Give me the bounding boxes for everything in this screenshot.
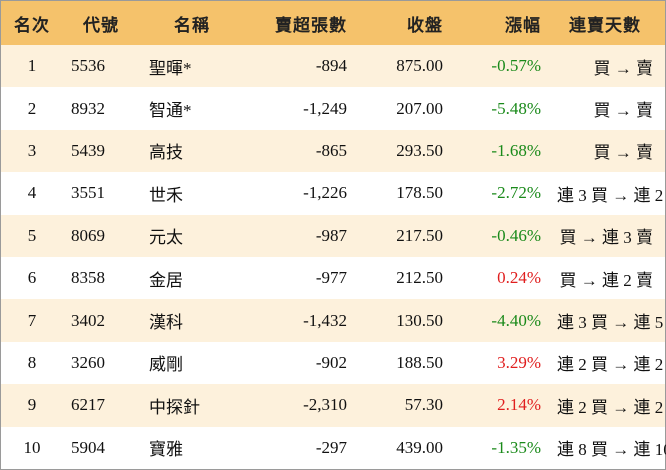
cell-rank: 3 bbox=[27, 140, 37, 160]
header-change[interactable]: 漲幅 bbox=[505, 15, 541, 35]
cell-code: 3260 bbox=[71, 352, 105, 372]
cell-rank: 2 bbox=[27, 98, 37, 118]
cell-close: 293.50 bbox=[396, 140, 443, 160]
cell-code: 6217 bbox=[71, 395, 105, 415]
cell-name: 世禾 bbox=[149, 185, 183, 205]
table-row[interactable]: 2 8932 智通* -1,249 207.00 -5.48% 買 → 賣 bbox=[1, 87, 665, 130]
cell-days: 買 → 賣 bbox=[593, 143, 654, 163]
table-row[interactable]: 8 3260 威剛 -902 188.50 3.29% 連 2 買 → 連 2 賣 bbox=[1, 341, 666, 385]
cell-code: 8069 bbox=[71, 225, 105, 245]
header-row: 名次 代號 名稱 賣超張數 收盤 漲幅 連賣天數 bbox=[1, 1, 665, 45]
header-close[interactable]: 收盤 bbox=[407, 15, 443, 35]
cell-close: 130.50 bbox=[396, 310, 443, 330]
cell-rank: 8 bbox=[27, 352, 37, 372]
cell-change: -1.35% bbox=[491, 437, 541, 457]
cell-code: 3402 bbox=[71, 310, 105, 330]
cell-close: 178.50 bbox=[396, 183, 443, 203]
cell-name: 高技 bbox=[149, 143, 183, 163]
cell-rank: 9 bbox=[27, 395, 37, 415]
cell-net-sell: -1,249 bbox=[303, 98, 347, 118]
table-row[interactable]: 9 6217 中探針 -2,310 57.30 2.14% 連 2 買 → 連 2 賣 bbox=[1, 384, 666, 427]
cell-change: -5.48% bbox=[491, 98, 541, 118]
cell-name: 威剛 bbox=[149, 355, 183, 375]
cell-rank: 6 bbox=[27, 268, 37, 288]
cell-net-sell: -297 bbox=[315, 437, 347, 457]
header-rank[interactable]: 名次 bbox=[14, 15, 50, 35]
cell-close: 57.30 bbox=[404, 395, 443, 415]
cell-name: 漢科 bbox=[149, 313, 183, 333]
table-body: 1 5536 聖暉* -894 875.00 -0.57% 買 → 賣 2 8932 智通* -1,… bbox=[1, 45, 666, 469]
cell-close: 439.00 bbox=[396, 437, 443, 457]
cell-rank: 1 bbox=[27, 56, 37, 76]
cell-code: 8932 bbox=[71, 98, 105, 118]
table-row[interactable]: 5 8069 元太 -987 217.50 -0.46% 買 → 連 3 賣 bbox=[1, 214, 665, 257]
cell-change: 3.29% bbox=[497, 352, 541, 372]
cell-net-sell: -894 bbox=[315, 56, 347, 76]
cell-net-sell: -977 bbox=[315, 268, 347, 288]
cell-days: 買 → 賣 bbox=[593, 101, 654, 121]
cell-rank: 10 bbox=[23, 437, 41, 457]
cell-change: -0.46% bbox=[491, 225, 541, 245]
cell-days: 連 8 買 → 連 10 賣 bbox=[557, 440, 666, 460]
cell-change: 2.14% bbox=[497, 395, 541, 415]
cell-rank: 4 bbox=[27, 183, 37, 203]
cell-days: 連 3 買 → 連 5 賣 bbox=[557, 313, 666, 333]
cell-net-sell: -2,310 bbox=[303, 395, 347, 415]
cell-net-sell: -902 bbox=[315, 352, 347, 372]
table-header: 名次 代號 名稱 賣超張數 收盤 漲幅 連賣天數 bbox=[1, 1, 665, 45]
cell-days: 連 3 買 → 連 2 賣 bbox=[557, 185, 666, 205]
table-row[interactable]: 1 5536 聖暉* -894 875.00 -0.57% 買 → 賣 bbox=[1, 45, 665, 88]
cell-code: 5904 bbox=[71, 437, 105, 457]
cell-close: 207.00 bbox=[396, 98, 443, 118]
table-row[interactable]: 4 3551 世禾 -1,226 178.50 -2.72% 連 3 買 → 連 2 賣 bbox=[1, 172, 666, 215]
cell-days: 買 → 連 2 賣 bbox=[559, 270, 654, 290]
cell-code: 5536 bbox=[71, 56, 105, 76]
cell-name: 寶雅 bbox=[149, 440, 183, 460]
cell-name: 元太 bbox=[149, 228, 183, 248]
cell-change: -0.57% bbox=[491, 56, 541, 76]
cell-days: 連 2 買 → 連 2 賣 bbox=[557, 397, 666, 417]
cell-net-sell: -1,226 bbox=[303, 183, 347, 203]
cell-name: 智通* bbox=[149, 101, 192, 121]
cell-net-sell: -1,432 bbox=[303, 310, 347, 330]
table-row[interactable]: 3 5439 高技 -865 293.50 -1.68% 買 → 賣 bbox=[1, 129, 665, 173]
cell-change: -1.68% bbox=[491, 140, 541, 160]
cell-close: 188.50 bbox=[396, 352, 443, 372]
header-name[interactable]: 名稱 bbox=[174, 15, 210, 35]
cell-name: 聖暉* bbox=[149, 58, 192, 78]
cell-close: 875.00 bbox=[396, 56, 443, 76]
cell-code: 3551 bbox=[71, 183, 105, 203]
header-days[interactable]: 連賣天數 bbox=[569, 15, 641, 35]
header-code[interactable]: 代號 bbox=[83, 15, 119, 35]
header-net-sell[interactable]: 賣超張數 bbox=[275, 15, 347, 35]
cell-name: 中探針 bbox=[149, 397, 200, 417]
cell-net-sell: -865 bbox=[315, 140, 347, 160]
cell-change: -4.40% bbox=[491, 310, 541, 330]
cell-change: -2.72% bbox=[491, 183, 541, 203]
table-row[interactable]: 6 8358 金居 -977 212.50 0.24% 買 → 連 2 賣 bbox=[1, 256, 665, 300]
cell-rank: 5 bbox=[27, 225, 37, 245]
table-row[interactable]: 7 3402 漢科 -1,432 130.50 -4.40% 連 3 買 → 連 5 賣 bbox=[1, 299, 666, 342]
cell-close: 212.50 bbox=[396, 268, 443, 288]
cell-days: 連 2 買 → 連 2 賣 bbox=[557, 355, 666, 375]
cell-days: 買 → 賣 bbox=[593, 58, 654, 78]
cell-change: 0.24% bbox=[497, 268, 541, 288]
cell-days: 買 → 連 3 賣 bbox=[559, 228, 654, 248]
cell-name: 金居 bbox=[149, 270, 183, 290]
cell-code: 5439 bbox=[71, 140, 105, 160]
cell-close: 217.50 bbox=[396, 225, 443, 245]
cell-code: 8358 bbox=[71, 268, 105, 288]
cell-net-sell: -987 bbox=[315, 225, 347, 245]
table-row[interactable]: 10 5904 寶雅 -297 439.00 -1.35% 連 8 買 → 連 10 賣 bbox=[1, 426, 666, 469]
cell-rank: 7 bbox=[27, 310, 37, 330]
